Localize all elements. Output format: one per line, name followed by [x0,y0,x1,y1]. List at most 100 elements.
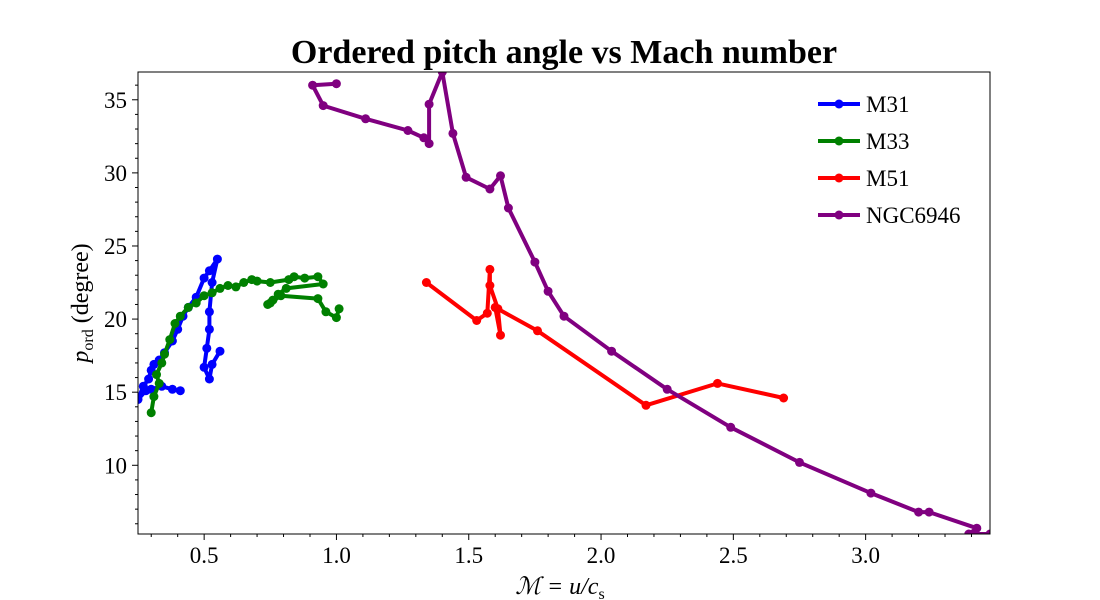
data-point-m33 [199,291,209,301]
data-point-m31 [204,266,214,276]
data-point-m31 [204,324,214,334]
y-tick-label: 30 [104,161,127,186]
legend-label: M51 [866,166,909,191]
data-point-m31 [138,395,143,404]
data-point-ngc6946 [318,101,328,111]
y-tick-label: 35 [104,88,127,113]
data-point-m33 [289,272,299,282]
data-point-ngc6946 [985,529,990,534]
data-point-m31 [212,254,222,264]
data-point-m51 [482,308,492,318]
data-point-m33 [313,272,323,282]
ticks-layer: 0.5 1.0 1.5 2.0 2.5 3.0 10 15 20 25 30 35 [104,84,972,568]
data-point-m51 [472,316,482,325]
data-point-ngc6946 [662,384,672,394]
data-point-m33 [276,291,286,301]
data-point-m51 [490,302,500,312]
data-point-m51 [485,264,495,274]
y-axis-label-main: p [68,351,94,365]
data-point-m33 [231,282,241,292]
data-point-m33 [152,370,161,380]
series-line-m51 [424,267,786,408]
data-point-ngc6946 [914,507,924,517]
data-point-m33 [321,307,331,317]
x-tick-label: 1.0 [322,543,351,568]
data-point-ngc6946 [726,422,736,432]
legend-item-m51: M51 [818,166,909,191]
data-point-ngc6946 [424,139,434,149]
data-point-ngc6946 [419,133,429,143]
data-point-ngc6946 [972,523,982,533]
data-point-ngc6946 [361,114,371,124]
y-axis-label: pord (degree) [68,243,97,364]
data-point-m51 [485,281,495,290]
data-point-m33 [149,392,159,402]
data-point-m31 [207,278,217,287]
data-point-m31 [207,359,217,369]
data-point-ngc6946 [485,184,495,194]
legend-swatch-marker [834,173,844,183]
y-tick-label: 15 [104,380,127,405]
legend-label: NGC6946 [866,203,961,228]
data-point-ngc6946 [331,79,341,89]
data-point-ngc6946 [866,488,876,498]
data-point-ngc6946 [924,507,934,517]
data-point-m31 [204,374,214,384]
data-point-m31 [175,386,185,396]
data-point-m33 [183,302,193,312]
chart-title: Ordered pitch angle vs Mach number [291,34,837,71]
legend-item-m31: M31 [818,92,909,117]
series-layer [138,72,990,534]
data-point-m33 [165,335,175,345]
data-point-m31 [199,273,209,283]
legend-swatch-marker [834,210,844,220]
data-point-ngc6946 [424,99,434,109]
data-point-m31 [202,343,212,353]
series-m33 [146,272,344,418]
data-point-ngc6946 [461,172,471,182]
plot-area-frame [137,71,991,535]
data-point-ngc6946 [437,72,447,77]
data-point-ngc6946 [530,257,540,267]
legend-swatch-marker [834,136,844,146]
legend-swatch-marker [834,99,844,109]
data-point-m51 [421,278,431,287]
data-point-ngc6946 [543,286,553,296]
x-axis-label: ℳ = u/cs [515,574,604,600]
data-point-m33 [300,273,310,283]
x-tick-label: 2.5 [719,543,748,568]
legend-label: M33 [866,129,909,154]
data-point-m51 [713,378,722,388]
data-point-m33 [265,278,275,287]
series-m31 [138,254,225,404]
y-tick-label: 20 [104,307,127,332]
data-point-m31 [199,362,209,372]
legend: M31 M33 M51 NGC6946 [818,92,961,228]
y-axis-label-subscript: ord [80,329,97,350]
data-point-m51 [779,393,789,403]
data-point-m33 [331,313,341,323]
legend-label: M31 [866,92,909,117]
data-point-m33 [191,298,201,308]
data-point-ngc6946 [448,128,458,138]
data-point-m33 [318,279,328,289]
x-tick-label: 3.0 [851,543,880,568]
y-tick-label: 10 [104,453,127,478]
data-point-ngc6946 [403,126,413,135]
data-point-m33 [215,283,225,293]
data-point-ngc6946 [795,457,804,467]
data-point-m31 [144,374,154,384]
data-point-m33 [223,281,233,290]
data-point-m33 [207,288,217,298]
x-tick-label: 0.5 [190,543,219,568]
data-point-m33 [334,304,344,314]
data-point-m33 [252,276,262,286]
data-point-m33 [281,283,291,293]
data-point-m33 [146,408,156,418]
x-axis-label-main: ℳ = u/c [515,574,599,600]
y-axis-label-suffix: (degree) [68,243,94,329]
data-point-m51 [641,400,651,410]
data-point-m33 [239,278,249,287]
x-tick-label: 2.0 [587,543,616,568]
